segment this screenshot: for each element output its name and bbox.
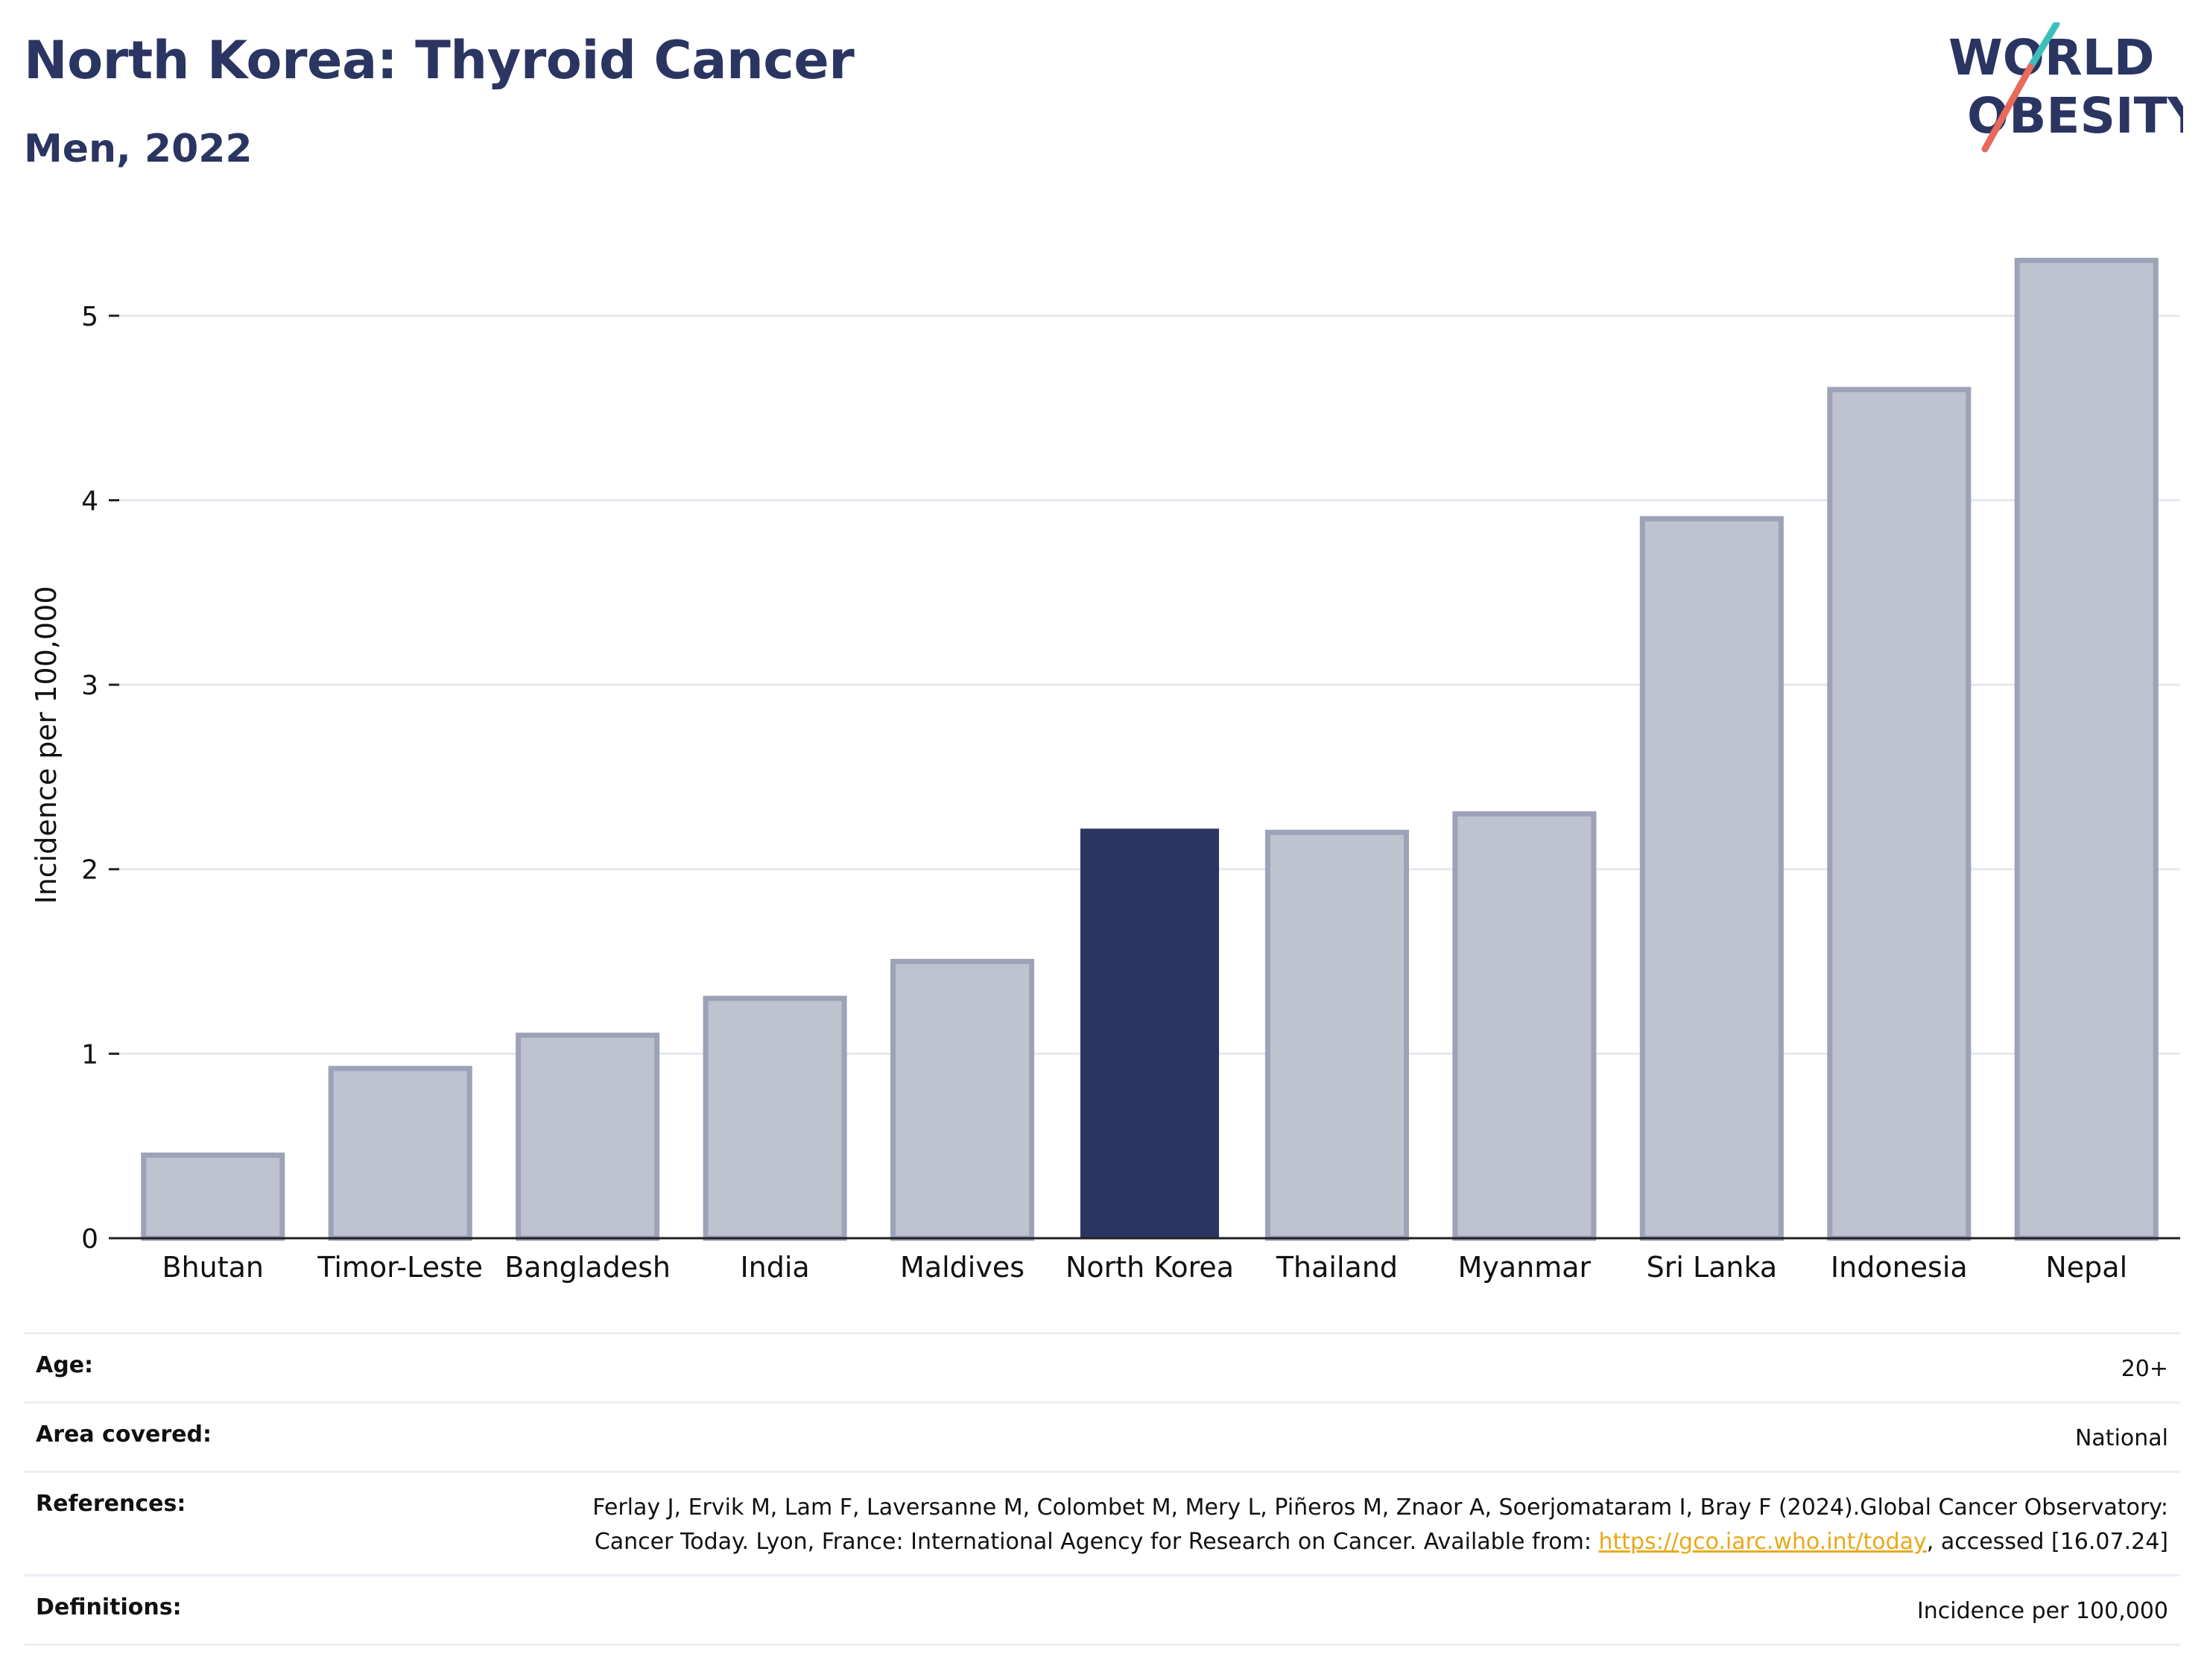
- x-tick-label: Sri Lanka: [1647, 1251, 1778, 1284]
- age-value: 20+: [2121, 1356, 2168, 1382]
- meta-row-definitions: Definitions: Incidence per 100,000: [24, 1574, 2180, 1646]
- x-tick-label: Nepal: [2045, 1251, 2127, 1284]
- bar-layer: [141, 258, 2159, 1241]
- x-tick-label: Bangladesh: [504, 1251, 671, 1284]
- area-label: Area covered:: [36, 1421, 212, 1448]
- bar-bangladesh: [516, 1033, 660, 1241]
- x-tick-label: Thailand: [1276, 1251, 1398, 1284]
- x-tick-label: North Korea: [1065, 1251, 1234, 1284]
- bar-indonesia: [1827, 387, 1972, 1241]
- meta-row-area: Area covered: National: [24, 1401, 2180, 1471]
- references-label: References:: [36, 1491, 186, 1517]
- bar-maldives: [890, 959, 1035, 1241]
- world-obesity-logo: WORLD OBESITY: [1948, 22, 2183, 153]
- bar-sri-lanka: [1639, 516, 1784, 1241]
- metadata-table: Age: 20+ Area covered: National Referenc…: [24, 1332, 2180, 1646]
- x-tick-label: Maldives: [900, 1251, 1025, 1284]
- bar-thailand: [1264, 829, 1409, 1241]
- bar-north-korea: [1080, 828, 1220, 1238]
- page-title: North Korea: Thyroid Cancer: [24, 30, 855, 91]
- x-tick-label: Myanmar: [1458, 1251, 1592, 1284]
- x-tick-label: Timor-Leste: [317, 1251, 483, 1284]
- bar-nepal: [2014, 258, 2159, 1241]
- y-tick-label: 4: [81, 486, 98, 516]
- area-value: National: [2074, 1425, 2168, 1451]
- definitions-label: Definitions:: [36, 1594, 182, 1620]
- references-link[interactable]: https://gco.iarc.who.int/today: [1598, 1529, 1927, 1555]
- references-value: Ferlay J, Ervik M, Lam F, Laversanne M, …: [529, 1491, 2168, 1559]
- meta-row-references: References: Ferlay J, Ervik M, Lam F, La…: [24, 1471, 2180, 1574]
- x-tick-label: Indonesia: [1831, 1251, 1968, 1284]
- bar-chart: 0 1 2 3 4 5 Bhutan Timor-Leste Bangladesh India Ma…: [30, 258, 2180, 1284]
- bar-india: [703, 995, 847, 1241]
- y-tick-label: 5: [81, 302, 98, 332]
- y-tick-label: 0: [81, 1224, 98, 1255]
- y-axis-label: Incidence per 100,000: [30, 586, 63, 904]
- bar-myanmar: [1452, 811, 1597, 1241]
- meta-row-age: Age: 20+: [24, 1332, 2180, 1401]
- x-tick-label: Bhutan: [162, 1251, 264, 1284]
- age-label: Age:: [36, 1352, 94, 1378]
- bar-bhutan: [141, 1153, 285, 1241]
- logo-line1: WORLD: [1948, 29, 2155, 86]
- logo-slash-top: [2027, 22, 2060, 71]
- references-text-1: Ferlay J, Ervik M, Lam F, Laversanne M, …: [592, 1494, 2168, 1555]
- bar-timor-leste: [328, 1065, 472, 1241]
- page-subtitle: Men, 2022: [24, 127, 253, 171]
- label-layer: 0 1 2 3 4 5 Bhutan Timor-Leste Bangladesh India Ma…: [81, 302, 2127, 1284]
- y-tick-label: 2: [81, 855, 98, 886]
- y-tick-label: 3: [81, 671, 98, 701]
- definitions-value: Incidence per 100,000: [1916, 1598, 2168, 1624]
- y-tick-label: 1: [81, 1039, 98, 1070]
- references-text-2: , accessed [16.07.24]: [1926, 1529, 2168, 1555]
- logo-slash-bottom: [1981, 63, 2034, 153]
- axis-layer: [109, 314, 2180, 1240]
- x-tick-label: India: [740, 1251, 809, 1284]
